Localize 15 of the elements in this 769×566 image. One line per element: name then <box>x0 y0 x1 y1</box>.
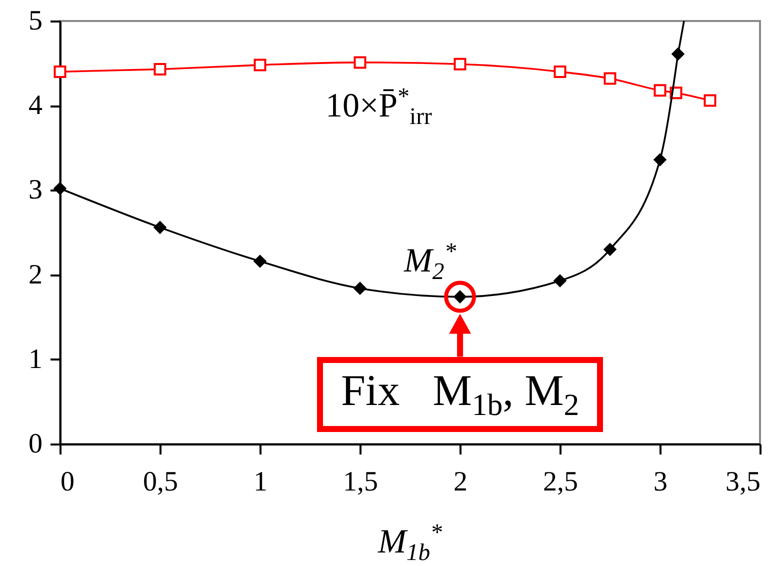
y-tick-label: 3 <box>28 174 42 206</box>
y-tick-label: 1 <box>28 344 42 375</box>
x-tick-label: 1 <box>254 466 268 498</box>
x-tick-label: 0 <box>60 466 74 498</box>
y-tick-label: 0 <box>28 428 42 460</box>
x-tick-label: 1,5 <box>343 466 378 498</box>
callout-box: Fix M$_{1b}$, M$_{2}$ <box>317 356 604 432</box>
x-tick-label: 3,5 <box>726 466 760 498</box>
y-tick-label: 5 <box>28 6 42 36</box>
x-tick-label: 2 <box>454 466 468 498</box>
x-tick-label: 2,5 <box>543 466 578 498</box>
x-tick-label: 0,5 <box>143 466 178 498</box>
y-tick-label: 4 <box>28 90 42 122</box>
y-tick-label: 2 <box>28 259 42 290</box>
x-tick-label: 3 <box>654 466 668 498</box>
